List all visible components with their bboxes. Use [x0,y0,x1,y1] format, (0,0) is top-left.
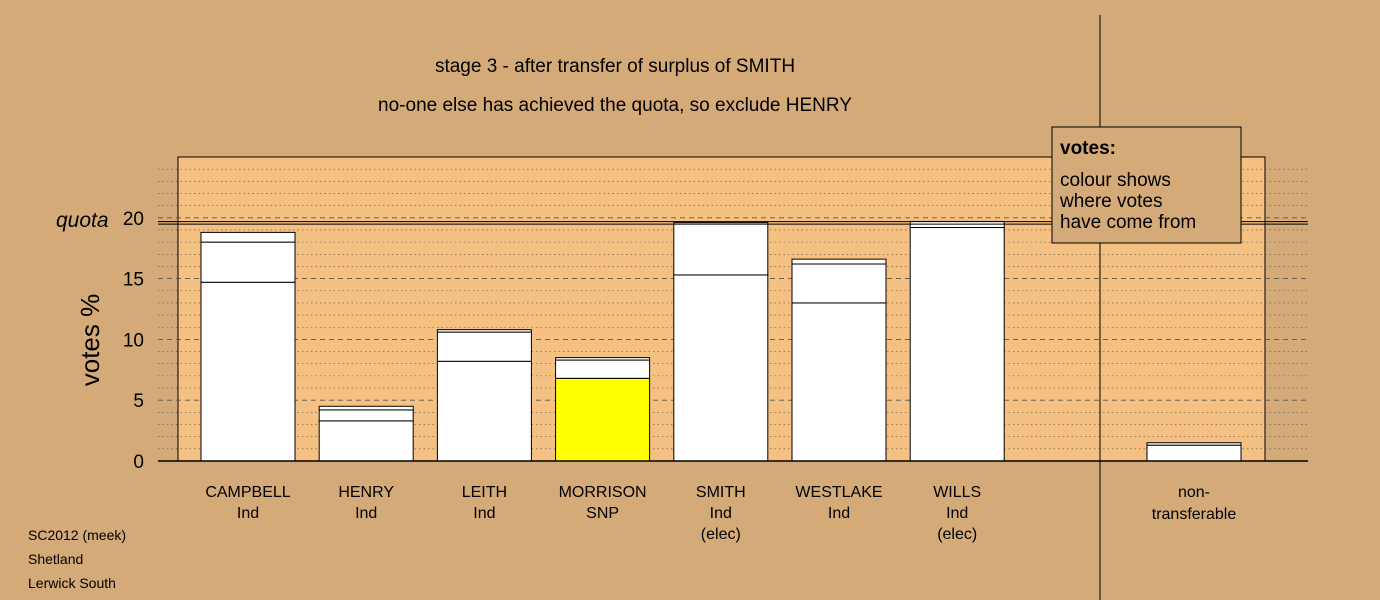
bar-segment [555,377,651,462]
chart-title: stage 3 - after transfer of surplus of S… [435,56,795,77]
candidate-name-label: SMITH [696,484,746,501]
legend-title: votes: [1060,138,1116,159]
footer-ward: Lerwick South [28,575,116,591]
bar-segment [673,222,769,276]
candidate-status-label: (elec) [701,526,741,543]
candidate-party-label: Ind [355,505,377,522]
legend-box [1051,126,1242,244]
bar-segment [555,359,651,379]
bar-segment [318,405,414,411]
bar-segment [791,302,887,462]
bar-segment [1146,442,1242,446]
bars [200,220,1242,462]
bar-segment [555,357,651,361]
y-axis-label: votes % [75,294,105,387]
bar-segment [200,241,296,283]
candidate-name-label: HENRY [338,484,394,501]
candidate-name-label: LEITH [462,484,507,501]
candidate-name-label: MORRISON [559,484,647,501]
legend-line-1: colour shows [1060,170,1171,191]
candidate-party-label: SNP [586,505,619,522]
bar-segment [318,420,414,462]
candidate-party-label: Ind [473,505,495,522]
legend-line-3: have come from [1060,212,1196,233]
candidate-status-label: (elec) [937,526,977,543]
footer-council: Shetland [28,551,83,567]
bar-segment [200,231,296,243]
y-tick-label: 0 [133,452,144,473]
bar-segment [436,331,532,362]
bar-segment [791,263,887,304]
nontransferable-label: transferable [1152,506,1237,523]
bar-segment [436,360,532,462]
legend: votes: colour shows where votes have com… [1051,126,1242,244]
candidate-party-label: Ind [710,505,732,522]
candidate-party-label: Ind [237,505,259,522]
category-labels: CAMPBELL Ind HENRY Ind LEITH Ind MORRISON SNP SM… [205,484,1236,543]
legend-line-2: where votes [1059,191,1162,212]
candidate-party-label: Ind [828,505,850,522]
candidate-name-label: WESTLAKE [795,484,882,501]
bar-segment [909,227,1005,462]
bar-segment [791,258,887,265]
y-tick-label: 10 [123,330,144,351]
bar-segment [673,274,769,462]
quota-label: quota [56,209,109,232]
y-tick-label: 15 [123,270,144,291]
candidate-party-label: Ind [946,505,968,522]
candidate-name-label: CAMPBELL [205,484,290,501]
candidate-name-label: WILLS [933,484,981,501]
footer-election: SC2012 (meek) [28,527,126,543]
nontransferable-label: non- [1178,484,1210,501]
bar-segment [436,329,532,333]
chart-subtitle: no-one else has achieved the quota, so e… [378,95,852,116]
bar-segment [1146,444,1242,462]
bar-segment [200,281,296,462]
y-tick-label: 20 [123,209,144,230]
bar-segment [318,409,414,422]
y-tick-label: 5 [133,391,144,412]
